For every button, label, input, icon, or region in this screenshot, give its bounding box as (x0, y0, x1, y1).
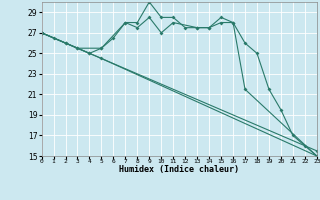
X-axis label: Humidex (Indice chaleur): Humidex (Indice chaleur) (119, 165, 239, 174)
